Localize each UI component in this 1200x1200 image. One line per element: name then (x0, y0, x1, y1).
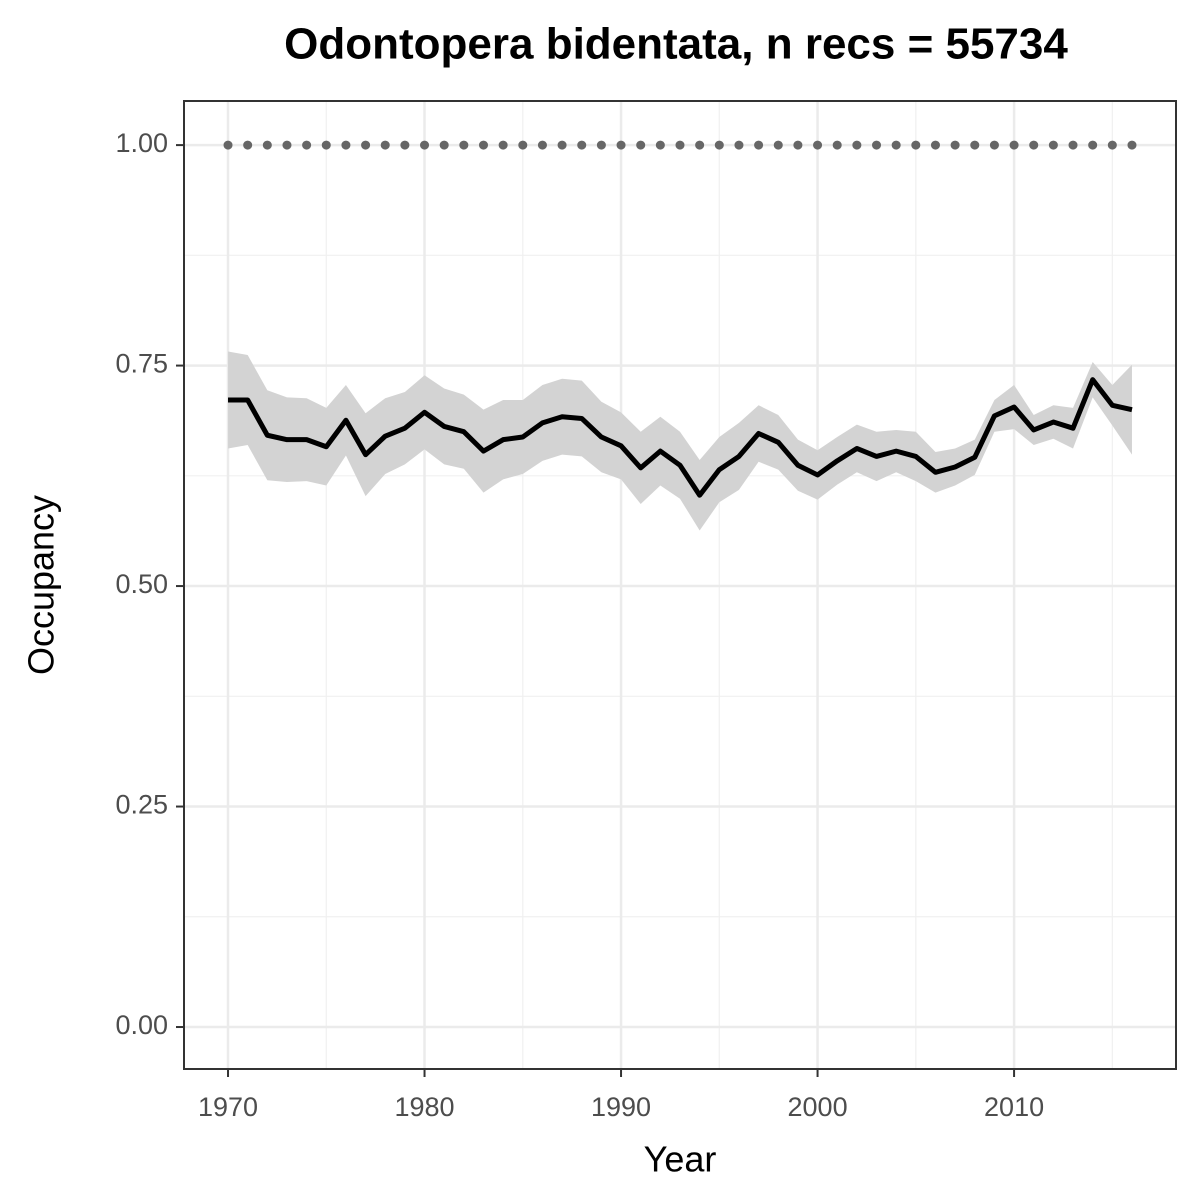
dot (223, 140, 233, 150)
x-tick-label: 2000 (788, 1092, 848, 1122)
dot (596, 140, 606, 150)
dot (813, 140, 823, 150)
dot (380, 140, 390, 150)
dot (459, 140, 469, 150)
dot (970, 140, 980, 150)
dot (773, 140, 783, 150)
x-axis-label: Year (644, 1139, 717, 1180)
dot (498, 140, 508, 150)
dot (262, 140, 272, 150)
dot (754, 140, 764, 150)
y-tick-label: 1.00 (115, 128, 168, 158)
dot (655, 140, 665, 150)
dot (1029, 140, 1039, 150)
dot (420, 140, 430, 150)
panel-border (183, 100, 1177, 1070)
dot (557, 140, 567, 150)
dot (636, 140, 646, 150)
dot (872, 140, 882, 150)
y-tick-label: 0.25 (115, 790, 168, 820)
chart-title: Odontopera bidentata, n recs = 55734 (284, 20, 1068, 69)
x-tick-label: 1970 (198, 1092, 258, 1122)
dot (695, 140, 705, 150)
dot (518, 140, 528, 150)
dot (734, 140, 744, 150)
dot (302, 140, 312, 150)
confidence-band (228, 351, 1132, 531)
dot (341, 140, 351, 150)
dot (400, 140, 410, 150)
dot (577, 140, 587, 150)
dot (891, 140, 901, 150)
dot (675, 140, 685, 150)
dot (852, 140, 862, 150)
dot (282, 140, 292, 150)
dot (832, 140, 842, 150)
dot (1127, 140, 1137, 150)
y-axis-label: Occupancy (21, 495, 62, 675)
dot (911, 140, 921, 150)
dot (1088, 140, 1098, 150)
dot (793, 140, 803, 150)
dot (243, 140, 253, 150)
x-tick-label: 2010 (984, 1092, 1044, 1122)
dot (439, 140, 449, 150)
dot (361, 140, 371, 150)
dot (950, 140, 960, 150)
x-tick-label: 1990 (591, 1092, 651, 1122)
x-tick-label: 1980 (394, 1092, 454, 1122)
dot (537, 140, 547, 150)
dot (930, 140, 940, 150)
dot (616, 140, 626, 150)
y-tick-label: 0.50 (115, 569, 168, 599)
dot (1009, 140, 1019, 150)
y-tick-label: 0.75 (115, 349, 168, 379)
dot (714, 140, 724, 150)
y-tick-label: 0.00 (115, 1010, 168, 1040)
dot (1107, 140, 1117, 150)
dot (1048, 140, 1058, 150)
dot (478, 140, 488, 150)
dot (1068, 140, 1078, 150)
dot (989, 140, 999, 150)
line (228, 377, 1133, 498)
dot (321, 140, 331, 150)
